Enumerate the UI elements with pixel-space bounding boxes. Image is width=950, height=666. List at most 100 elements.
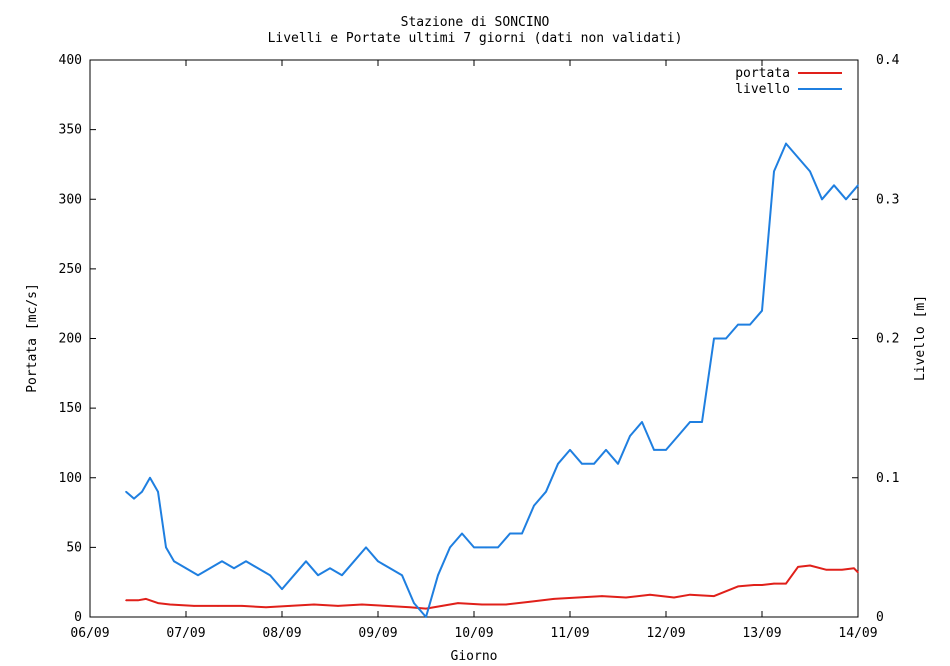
data-point-livello bbox=[629, 435, 631, 437]
data-point-portata bbox=[853, 567, 855, 570]
data-point-livello bbox=[269, 574, 271, 576]
data-point-portata bbox=[313, 603, 315, 606]
data-point-livello bbox=[569, 449, 571, 451]
data-point-livello bbox=[281, 588, 283, 590]
x-tick-label: 11/09 bbox=[550, 626, 589, 641]
series-lines bbox=[125, 142, 859, 618]
data-point-livello bbox=[857, 184, 859, 187]
data-point-portata bbox=[457, 602, 459, 604]
data-point-livello bbox=[833, 184, 835, 187]
data-point-livello bbox=[797, 156, 799, 159]
data-point-portata bbox=[841, 568, 843, 571]
y-right-tick-label: 0 bbox=[876, 610, 884, 625]
x-axis-label: Giorno bbox=[451, 649, 498, 664]
y-left-tick-label: 50 bbox=[66, 540, 82, 555]
x-tick-label: 08/09 bbox=[262, 626, 301, 641]
data-point-portata bbox=[673, 596, 675, 599]
y-left-tick-label: 200 bbox=[59, 332, 82, 347]
data-point-portata bbox=[241, 605, 243, 607]
data-point-portata bbox=[797, 566, 799, 568]
data-point-portata bbox=[649, 593, 651, 596]
data-point-portata bbox=[441, 605, 443, 607]
data-point-livello bbox=[821, 198, 823, 201]
data-point-portata bbox=[289, 605, 291, 607]
data-point-livello bbox=[245, 560, 247, 563]
y-right-tick-label: 0.1 bbox=[876, 471, 899, 486]
y-left-tick-label: 350 bbox=[59, 123, 82, 138]
data-point-livello bbox=[317, 574, 319, 576]
x-tick-label: 12/09 bbox=[646, 626, 685, 641]
data-point-livello bbox=[365, 546, 367, 549]
data-point-livello bbox=[157, 490, 159, 493]
data-point-portata bbox=[529, 600, 531, 603]
data-point-livello bbox=[521, 532, 523, 535]
data-point-livello bbox=[485, 546, 487, 549]
data-point-livello bbox=[133, 497, 135, 500]
y-left-tick-label: 300 bbox=[59, 192, 82, 207]
data-point-livello bbox=[749, 323, 751, 326]
data-point-portata bbox=[553, 598, 555, 600]
x-tick-label: 07/09 bbox=[166, 626, 205, 641]
data-point-portata bbox=[145, 598, 147, 600]
data-point-portata bbox=[713, 595, 715, 597]
data-point-portata bbox=[337, 605, 339, 607]
data-point-livello bbox=[785, 142, 787, 145]
data-point-livello bbox=[449, 546, 451, 549]
data-point-livello bbox=[773, 170, 775, 173]
right-axis-ticks: 0 0.1 0.2 0.3 0.4 bbox=[852, 53, 900, 625]
y-right-tick-label: 0.2 bbox=[876, 332, 899, 347]
data-point-livello bbox=[653, 449, 655, 451]
y-left-tick-label: 0 bbox=[74, 610, 82, 625]
data-point-livello bbox=[461, 532, 463, 535]
data-point-portata bbox=[577, 596, 579, 599]
data-point-portata bbox=[785, 582, 787, 585]
data-point-livello bbox=[725, 337, 727, 340]
data-point-livello bbox=[353, 560, 355, 563]
data-point-livello bbox=[509, 532, 511, 535]
y-left-tick-label: 250 bbox=[59, 262, 82, 277]
series-line-livello bbox=[125, 142, 859, 618]
data-point-livello bbox=[545, 490, 547, 493]
data-point-livello bbox=[185, 567, 187, 570]
data-point-portata bbox=[825, 568, 827, 571]
data-point-livello bbox=[141, 490, 143, 493]
data-point-livello bbox=[761, 309, 763, 312]
data-point-portata bbox=[425, 607, 427, 610]
data-point-portata bbox=[169, 603, 171, 606]
data-point-portata bbox=[737, 585, 739, 588]
data-point-livello bbox=[737, 323, 739, 326]
data-point-portata bbox=[857, 571, 859, 574]
y-left-tick-label: 150 bbox=[59, 401, 82, 416]
data-point-livello bbox=[845, 198, 847, 201]
data-point-livello bbox=[149, 477, 151, 479]
series-line-portata bbox=[126, 564, 859, 610]
data-point-portata bbox=[385, 605, 387, 607]
y-right-tick-label: 0.4 bbox=[876, 53, 900, 68]
data-point-livello bbox=[377, 560, 379, 563]
data-point-portata bbox=[773, 582, 775, 585]
chart-subtitle: Livelli e Portate ultimi 7 giorni (dati … bbox=[268, 31, 683, 46]
data-point-livello bbox=[605, 449, 607, 451]
data-point-portata bbox=[761, 584, 763, 586]
data-point-livello bbox=[209, 567, 211, 570]
data-point-livello bbox=[221, 560, 223, 563]
data-point-livello bbox=[413, 602, 415, 604]
data-point-portata bbox=[361, 603, 363, 606]
chart-title: Stazione di SONCINO bbox=[401, 15, 550, 30]
data-point-livello bbox=[689, 421, 691, 423]
y-left-tick-label: 100 bbox=[59, 471, 82, 486]
data-point-livello bbox=[305, 560, 307, 563]
data-point-livello bbox=[533, 504, 535, 507]
data-point-livello bbox=[557, 463, 559, 465]
data-point-livello bbox=[677, 435, 679, 437]
data-point-livello bbox=[713, 337, 715, 340]
data-point-portata bbox=[409, 606, 411, 609]
data-point-livello bbox=[425, 616, 427, 618]
data-point-portata bbox=[753, 584, 755, 586]
data-point-portata bbox=[601, 595, 603, 597]
data-point-portata bbox=[689, 593, 691, 596]
data-point-livello bbox=[401, 574, 403, 576]
